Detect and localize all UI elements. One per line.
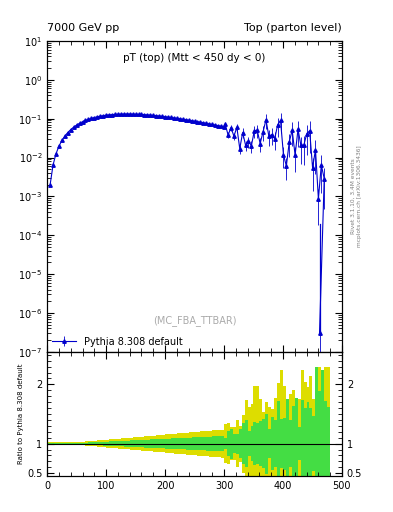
Text: Top (parton level): Top (parton level) bbox=[244, 23, 342, 33]
Text: (MC_FBA_TTBAR): (MC_FBA_TTBAR) bbox=[153, 315, 236, 326]
Legend: Pythia 8.308 default: Pythia 8.308 default bbox=[52, 337, 183, 347]
Y-axis label: Ratio to Pythia 8.308 default: Ratio to Pythia 8.308 default bbox=[18, 364, 24, 464]
Text: 7000 GeV pp: 7000 GeV pp bbox=[47, 23, 119, 33]
Text: pT (top) (Mtt < 450 dy < 0): pT (top) (Mtt < 450 dy < 0) bbox=[123, 53, 266, 63]
Y-axis label: Rivet 3.1.10, 3.4M events
mcplots.cern.ch [arXiv:1306.3436]: Rivet 3.1.10, 3.4M events mcplots.cern.c… bbox=[351, 145, 362, 247]
